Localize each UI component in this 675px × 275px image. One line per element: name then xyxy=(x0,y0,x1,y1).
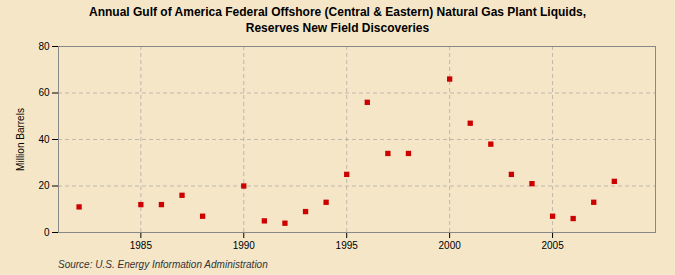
svg-text:1985: 1985 xyxy=(130,240,153,251)
svg-text:1995: 1995 xyxy=(336,240,359,251)
svg-text:Million Barrels: Million Barrels xyxy=(15,108,26,171)
svg-text:1990: 1990 xyxy=(233,240,256,251)
svg-text:2005: 2005 xyxy=(541,240,564,251)
svg-text:40: 40 xyxy=(38,134,50,145)
svg-text:0: 0 xyxy=(44,227,50,238)
svg-text:2000: 2000 xyxy=(439,240,462,251)
svg-text:60: 60 xyxy=(38,87,50,98)
html-text:Source: U.S. Energy Informatio: Source: U.S. Energy Information Administ… xyxy=(58,259,268,270)
svg-text:80: 80 xyxy=(38,41,50,52)
svg-text:20: 20 xyxy=(38,180,50,191)
html-text:Annual Gulf of America Federal: Annual Gulf of America Federal Offshore … xyxy=(89,5,586,35)
